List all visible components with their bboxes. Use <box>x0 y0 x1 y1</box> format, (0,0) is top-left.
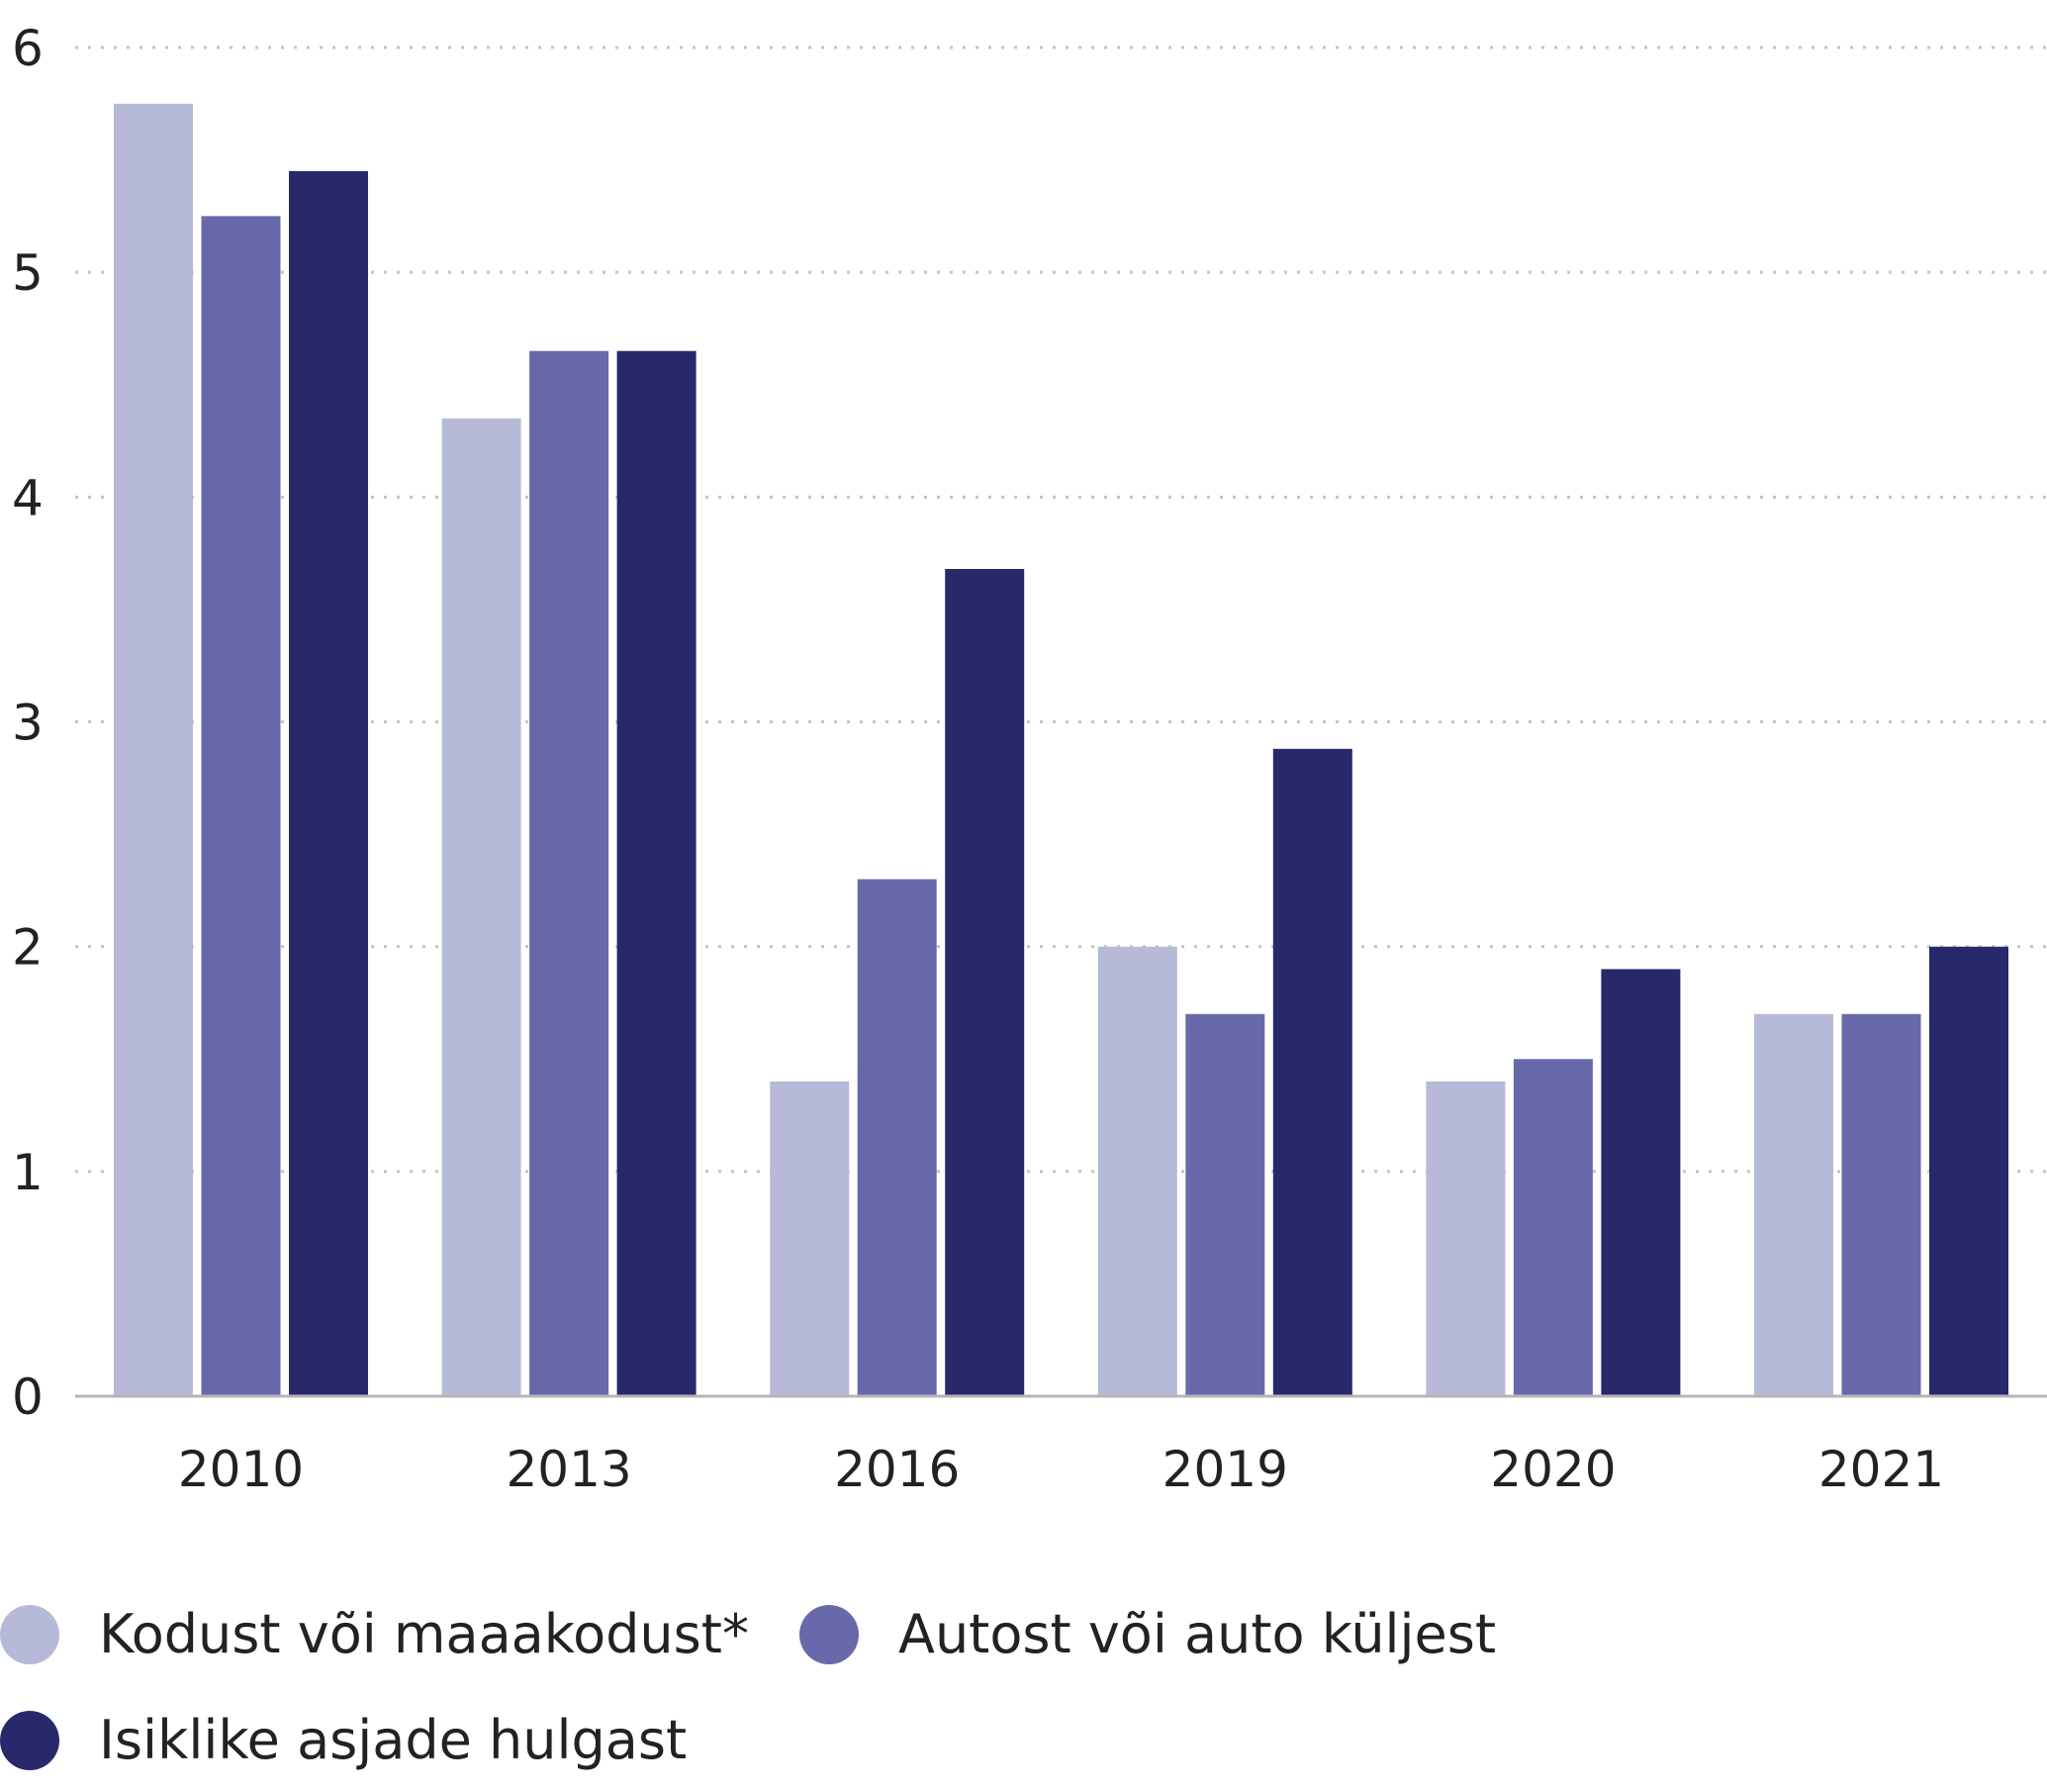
bar-2013-series-3 <box>616 350 697 1397</box>
legend-swatch-series-2 <box>799 1604 859 1664</box>
legend-label-series-3: Isiklike asjade hulgast <box>99 1709 688 1771</box>
x-tick-label: 2021 <box>1818 1441 1944 1498</box>
bar-2010-series-3 <box>289 170 368 1396</box>
x-tick-label: 2010 <box>178 1441 304 1498</box>
bars <box>114 103 2008 1397</box>
y-tick-label: 2 <box>12 919 44 977</box>
bar-2016-series-1 <box>770 1082 850 1396</box>
bar-2010-series-2 <box>201 216 281 1396</box>
y-tick-label: 4 <box>12 469 44 526</box>
bar-2013-series-2 <box>529 350 609 1397</box>
bar-2021-series-2 <box>1841 1013 1921 1396</box>
x-tick-label: 2020 <box>1490 1441 1616 1498</box>
legend-item-series-2: Autost või auto küljest <box>799 1603 1496 1665</box>
x-tick-label: 2013 <box>506 1441 631 1498</box>
y-tick-label: 0 <box>12 1368 44 1426</box>
bar-2021-series-1 <box>1754 1013 1833 1396</box>
legend-swatch-series-1 <box>0 1604 59 1664</box>
grid-lines <box>75 46 2047 1174</box>
x-axis: 2010 2013 2016 2019 2020 2021 <box>178 1441 1944 1498</box>
legend-item-series-3: Isiklike asjade hulgast <box>0 1709 687 1771</box>
bar-2019-series-3 <box>1272 748 1352 1396</box>
y-tick-label: 3 <box>12 695 44 752</box>
x-tick-label: 2016 <box>834 1441 960 1498</box>
bar-2019-series-1 <box>1097 946 1177 1396</box>
bar-2020-series-2 <box>1513 1059 1593 1397</box>
bar-chart: 0 1 2 3 4 5 6 2010 2013 2016 2019 2020 2021 <box>12 20 2047 1498</box>
bar-2020-series-1 <box>1426 1082 1506 1396</box>
bar-2019-series-2 <box>1185 1013 1265 1396</box>
legend-label-series-1: Kodust või maaakodust* <box>99 1603 749 1665</box>
bar-2021-series-3 <box>1929 946 2008 1396</box>
x-tick-label: 2019 <box>1163 1441 1288 1498</box>
y-tick-label: 1 <box>12 1144 44 1201</box>
bar-2016-series-3 <box>945 569 1025 1396</box>
legend-item-series-1: Kodust või maaakodust* <box>0 1603 749 1665</box>
legend-swatch-series-3 <box>0 1710 59 1770</box>
bar-2010-series-1 <box>114 103 193 1396</box>
bar-2020-series-3 <box>1601 969 1681 1396</box>
bar-2016-series-2 <box>857 879 937 1396</box>
bar-2013-series-1 <box>441 418 521 1396</box>
y-tick-label: 6 <box>12 20 44 77</box>
legend-label-series-2: Autost või auto küljest <box>898 1603 1497 1665</box>
y-axis: 0 1 2 3 4 5 6 <box>12 20 44 1426</box>
y-tick-label: 5 <box>12 244 44 302</box>
